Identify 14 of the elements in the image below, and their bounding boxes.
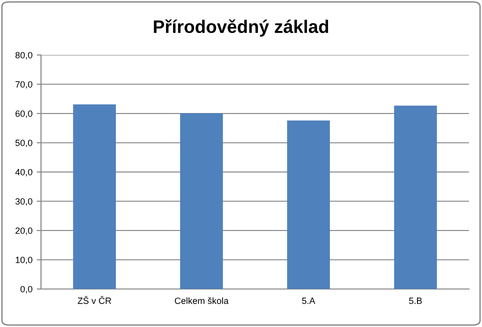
y-tick-label: 50,0	[15, 140, 32, 148]
y-tick-label: 60,0	[16, 110, 32, 118]
x-tick-label: Celkem škola	[174, 297, 229, 304]
y-tick-label: 30,0	[15, 198, 32, 206]
chart-title: Přírodovědný základ	[154, 19, 328, 37]
x-tick-label: 5.B	[409, 298, 422, 304]
x-tick-label: ZŠ v ČR	[78, 296, 112, 304]
x-tick-label: 5.A	[302, 298, 316, 304]
y-tick-label: 70,0	[16, 81, 32, 89]
y-tick-label: 0,0	[20, 286, 32, 294]
y-tick-label: 80,0	[15, 52, 32, 60]
y-tick-label: 10,0	[16, 256, 32, 264]
y-tick-label: 40,0	[15, 168, 32, 176]
y-tick-label: 20,0	[16, 227, 32, 235]
